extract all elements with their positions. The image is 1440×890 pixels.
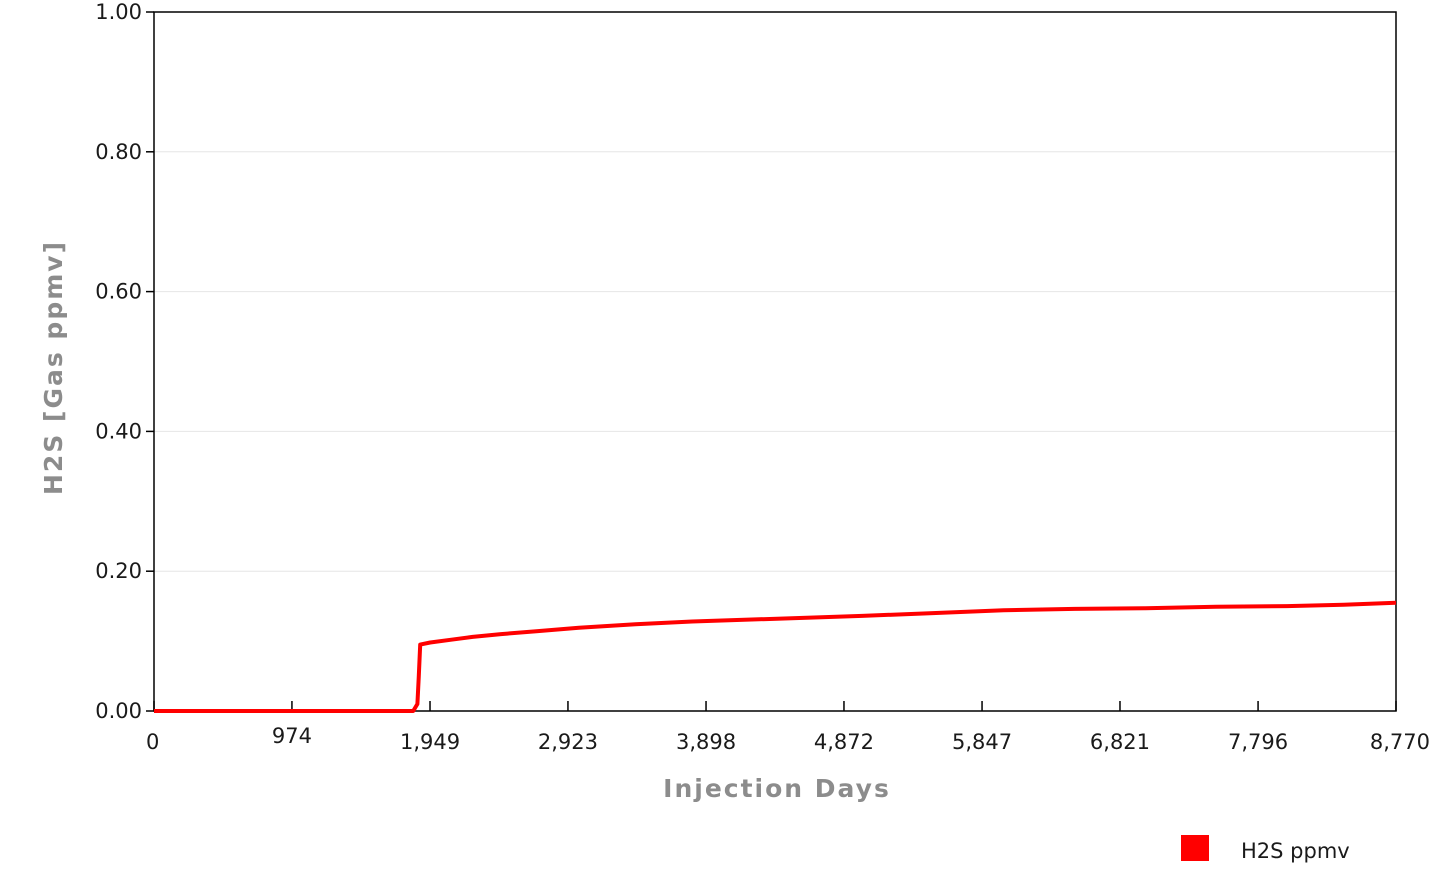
x-tick-label: 4,872 (814, 730, 874, 754)
plot-area (153, 11, 1397, 712)
y-axis: 0.00 0.20 0.40 0.60 0.80 1.00 (95, 0, 154, 723)
x-tick-label: 2,923 (538, 730, 598, 754)
series-layer (154, 600, 1397, 713)
y-tick-label: 0.80 (95, 140, 142, 164)
x-tick-label: 8,770 (1370, 730, 1430, 754)
x-tick-label: 974 (272, 724, 312, 748)
y-tick-label: 1.00 (95, 0, 142, 24)
x-tick-label: 0 (146, 730, 159, 754)
x-tick-label: 7,796 (1228, 730, 1288, 754)
x-tick-label: 6,821 (1090, 730, 1150, 754)
x-axis-title: Injection Days (663, 774, 891, 803)
legend: H2S ppmv (1181, 835, 1350, 863)
legend-label-h2s-ppmv: H2S ppmv (1241, 839, 1350, 863)
legend-swatch-h2s-ppmv (1181, 835, 1209, 861)
y-tick-label: 0.20 (95, 559, 142, 583)
x-tick-label: 1,949 (400, 730, 460, 754)
y-axis-title: H2S [Gas ppmv] (39, 240, 68, 495)
y-tick-label: 0.40 (95, 419, 142, 443)
grid-lines (154, 151, 1396, 572)
x-tick-label: 3,898 (676, 730, 736, 754)
y-tick-label: 0.60 (95, 280, 142, 304)
y-tick-label: 0.00 (95, 699, 142, 723)
x-tick-label: 5,847 (952, 730, 1012, 754)
series-line-h2s-ppmv (154, 600, 1397, 713)
x-axis: 0 974 1,949 2,923 3,898 4,872 5,847 6,821 7,796 8… (146, 701, 1430, 754)
